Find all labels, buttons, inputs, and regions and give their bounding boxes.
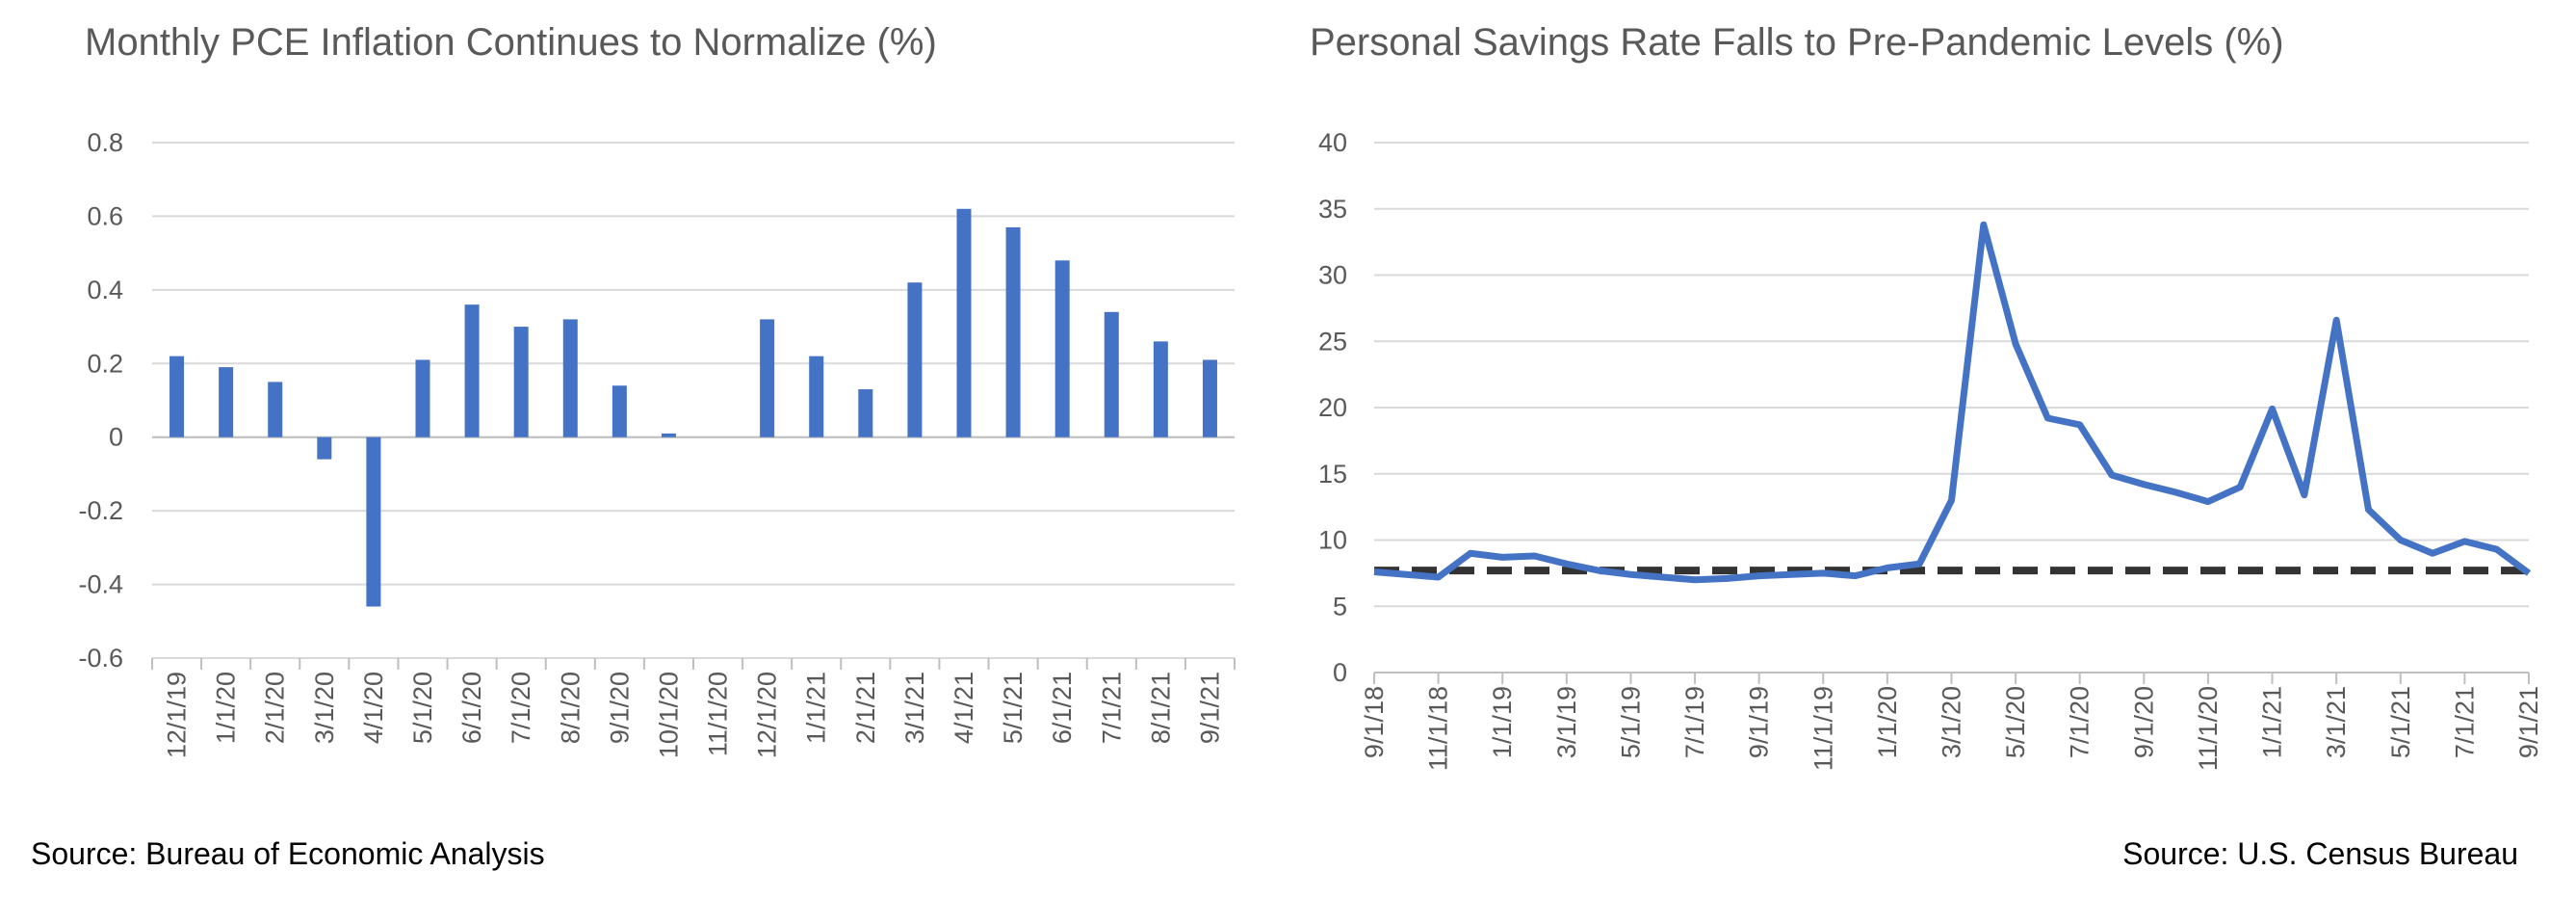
x-tick-label: 11/1/18 [1424, 686, 1453, 771]
x-tick-label: 12/1/20 [753, 672, 782, 758]
x-tick-label: 5/1/20 [408, 672, 437, 744]
x-tick-label: 1/1/19 [1488, 686, 1517, 758]
bar [366, 436, 381, 607]
x-tick-label: 9/1/20 [605, 672, 634, 744]
x-tick-label: 9/1/18 [1360, 686, 1389, 758]
y-tick-label: 0 [1333, 658, 1347, 687]
right-chart-title: Personal Savings Rate Falls to Pre-Pande… [1310, 21, 2284, 64]
bar [661, 433, 676, 437]
y-tick-label: 25 [1318, 327, 1347, 356]
x-tick-label: 5/1/19 [1616, 686, 1645, 758]
x-tick-label: 9/1/20 [2129, 686, 2158, 758]
x-tick-label: 1/1/20 [212, 672, 241, 744]
bar [760, 319, 775, 437]
bar [611, 385, 627, 437]
bar [1005, 226, 1021, 437]
bar [562, 319, 578, 437]
x-tick-label: 11/1/20 [704, 672, 733, 756]
x-tick-label: 6/1/21 [1048, 672, 1077, 744]
x-tick-label: 1/1/21 [2258, 686, 2287, 758]
left-chart-title: Monthly PCE Inflation Continues to Norma… [85, 21, 937, 64]
bar [1104, 311, 1119, 437]
x-tick-label: 3/1/20 [310, 672, 339, 744]
x-tick-label: 2/1/21 [851, 672, 880, 744]
y-tick-label: 10 [1318, 526, 1347, 555]
bar [219, 367, 234, 437]
x-tick-label: 5/1/21 [999, 672, 1028, 744]
y-tick-label: -0.2 [78, 496, 123, 525]
x-tick-label: 3/1/20 [1938, 686, 1966, 758]
x-tick-label: 10/1/20 [654, 672, 683, 758]
bar [513, 327, 529, 437]
x-tick-label: 6/1/20 [457, 672, 486, 744]
y-tick-label: 15 [1318, 460, 1347, 489]
y-tick-label: 20 [1318, 393, 1347, 422]
bar [169, 356, 185, 437]
x-tick-label: 9/1/19 [1745, 686, 1774, 758]
x-tick-label: 8/1/21 [1146, 672, 1175, 744]
bar [956, 208, 972, 437]
bar [317, 436, 332, 460]
bar [809, 356, 824, 437]
x-tick-label: 1/1/20 [1873, 686, 1902, 758]
y-tick-label: -0.4 [78, 570, 123, 599]
x-tick-label: 7/1/19 [1680, 686, 1709, 758]
bar [464, 304, 480, 437]
bar [1153, 341, 1168, 437]
x-tick-label: 4/1/21 [950, 672, 978, 744]
x-tick-label: 12/1/19 [163, 672, 192, 758]
x-tick-label: 5/1/21 [2386, 686, 2415, 758]
pce-inflation-bar-chart: -0.6 -0.4 -0.2 0 0.2 0.4 0.6 0.8 12/1/19 1/1/20 2/… [78, 128, 1236, 758]
y-tick-label: 0 [109, 423, 123, 452]
bar [907, 282, 923, 437]
x-tick-label: 11/1/20 [2194, 686, 2223, 771]
y-tick-label: 0.6 [87, 201, 123, 230]
y-tick-label: -0.6 [78, 644, 123, 673]
x-tick-label: 11/1/19 [1808, 686, 1837, 771]
x-tick-label: 3/1/21 [2322, 686, 2351, 758]
x-tick-label: 4/1/20 [359, 672, 388, 744]
x-tick-label: 9/1/21 [2514, 686, 2543, 758]
y-tick-label: 0.4 [87, 276, 123, 304]
x-tick-label: 7/1/20 [507, 672, 535, 744]
bar [1054, 260, 1070, 437]
x-tick-label: 7/1/21 [2450, 686, 2479, 758]
x-tick-label: 7/1/21 [1097, 672, 1126, 744]
y-tick-label: 30 [1318, 261, 1347, 290]
y-tick-label: 5 [1333, 592, 1347, 621]
x-tick-label: 2/1/20 [261, 672, 290, 744]
source-note-left: Source: Bureau of Economic Analysis [31, 836, 545, 871]
bar [268, 382, 283, 437]
bar [1202, 359, 1217, 437]
x-tick-label: 3/1/19 [1552, 686, 1581, 758]
x-tick-label: 9/1/21 [1195, 672, 1224, 744]
x-tick-label: 8/1/20 [556, 672, 585, 744]
bar [858, 389, 873, 437]
bar [415, 359, 430, 437]
x-tick-label: 3/1/21 [900, 672, 929, 744]
savings-rate-line [1373, 221, 2532, 584]
y-tick-label: 35 [1318, 195, 1347, 224]
y-tick-label: 40 [1318, 128, 1347, 157]
x-tick-label: 7/1/20 [2066, 686, 2095, 758]
y-tick-label: 0.2 [87, 349, 123, 378]
x-tick-label: 1/1/21 [802, 672, 831, 744]
source-note-right: Source: U.S. Census Bureau [2122, 836, 2518, 871]
y-tick-label: 0.8 [87, 128, 123, 157]
x-tick-label: 5/1/20 [2001, 686, 2030, 758]
